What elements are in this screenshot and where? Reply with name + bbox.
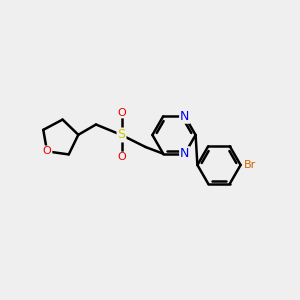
Text: O: O (117, 107, 126, 118)
Text: N: N (180, 147, 190, 160)
Text: N: N (180, 110, 190, 123)
Text: O: O (117, 152, 126, 163)
Text: Br: Br (244, 160, 256, 170)
Text: O: O (43, 146, 52, 156)
Text: S: S (118, 128, 125, 142)
